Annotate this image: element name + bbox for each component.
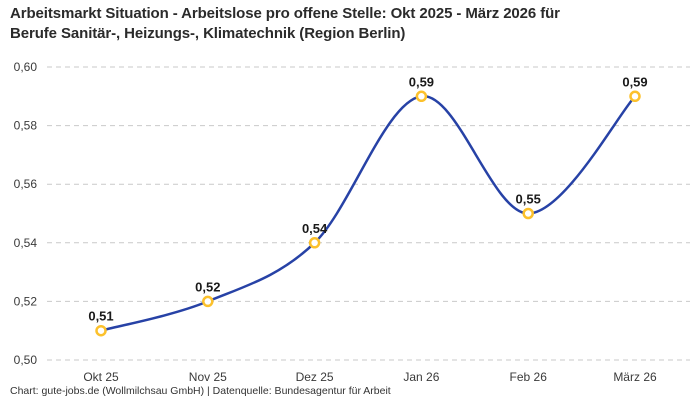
data-point-markers — [95, 90, 641, 337]
y-tick-label: 0,58 — [14, 119, 38, 133]
data-point-marker — [522, 207, 534, 220]
y-axis-labels: 0,50 0,52 0,54 0,56 0,58 0,60 — [14, 60, 38, 367]
value-label: 0,59 — [409, 74, 434, 89]
line-chart: 0,50 0,52 0,54 0,56 0,58 0,60 Okt 25 Nov 25 Dez… — [14, 60, 690, 384]
data-point-marker — [202, 295, 214, 308]
chart-title-line-2: Berufe Sanitär-, Heizungs-, Klimatechnik… — [10, 25, 406, 42]
y-tick-label: 0,56 — [14, 177, 38, 191]
data-point-marker — [95, 324, 107, 337]
value-label: 0,59 — [622, 74, 647, 89]
value-label: 0,51 — [88, 309, 113, 324]
chart-title-line-1: Arbeitsmarkt Situation - Arbeitslose pro… — [10, 5, 560, 22]
y-tick-label: 0,52 — [14, 294, 38, 308]
value-label: 0,52 — [195, 279, 220, 294]
trend-line — [99, 95, 637, 332]
x-tick-label: Feb 26 — [510, 370, 548, 384]
value-label: 0,54 — [302, 221, 328, 236]
x-tick-label: Dez 25 — [296, 370, 334, 384]
chart-footer: Chart: gute-jobs.de (Wollmilchsau GmbH) … — [10, 385, 391, 397]
x-tick-label: März 26 — [613, 370, 657, 384]
chart-title: Arbeitsmarkt Situation - Arbeitslose pro… — [10, 4, 690, 44]
x-tick-label: Okt 25 — [83, 370, 119, 384]
data-point-marker — [415, 90, 428, 103]
data-point-value-labels: 0,51 0,52 0,54 0,59 0,55 0,59 — [88, 74, 647, 323]
trend-line-path — [99, 95, 637, 332]
x-tick-label: Nov 25 — [189, 370, 227, 384]
data-point-marker — [308, 237, 321, 249]
data-point-marker — [629, 90, 641, 103]
y-tick-label: 0,50 — [14, 353, 38, 367]
x-axis-labels: Okt 25 Nov 25 Dez 25 Jan 26 Feb 26 März 26 — [83, 370, 657, 384]
x-tick-label: Jan 26 — [403, 370, 439, 384]
gridlines — [47, 66, 690, 361]
y-tick-label: 0,54 — [14, 236, 38, 250]
y-tick-label: 0,60 — [14, 60, 38, 74]
value-label: 0,55 — [516, 192, 541, 207]
